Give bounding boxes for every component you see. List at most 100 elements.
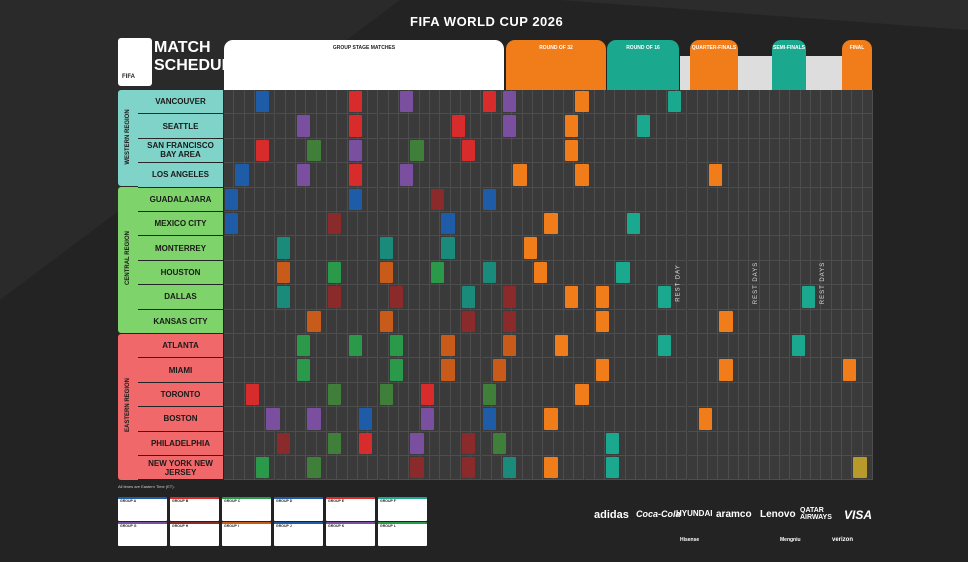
group-name: GROUP B: [172, 499, 189, 503]
group-name: GROUP I: [224, 524, 239, 528]
city-label: GUADALAJARA: [138, 187, 223, 211]
match-block: [616, 261, 630, 284]
schedule-cell: [337, 358, 348, 383]
group-legend: GROUP G: [118, 522, 167, 546]
schedule-cell: [409, 90, 420, 115]
schedule-cell: [821, 309, 832, 334]
schedule-cell: [244, 114, 255, 139]
schedule-cell: [842, 187, 853, 212]
schedule-cell: [769, 456, 781, 481]
schedule-cell: [790, 90, 801, 115]
schedule-cell: [790, 285, 801, 310]
schedule-cell: [265, 90, 276, 115]
schedule-cell: [399, 456, 410, 481]
schedule-cell: [790, 114, 801, 139]
schedule-cell: [584, 90, 595, 115]
schedule-cell: [357, 285, 369, 310]
schedule-cell: [430, 212, 441, 237]
schedule-cell: [615, 236, 626, 261]
schedule-cell: [780, 407, 791, 432]
schedule-cell: [553, 358, 564, 383]
schedule-cell: [625, 163, 636, 188]
schedule-cell: [409, 260, 420, 286]
schedule-cell: [316, 334, 327, 359]
match-block: [297, 164, 311, 186]
schedule-cell: [512, 90, 523, 115]
schedule-cell: [450, 138, 461, 164]
schedule-cell: [759, 456, 770, 481]
schedule-cell: [862, 163, 873, 188]
schedule-cell: [831, 309, 842, 334]
schedule-cell: [368, 407, 379, 432]
schedule-cell: [842, 90, 853, 115]
schedule-cell: [306, 382, 317, 408]
schedule-cell: [337, 212, 348, 237]
schedule-cell: [677, 382, 688, 408]
schedule-cell: [512, 309, 523, 334]
schedule-cell: [769, 382, 781, 408]
schedule-cell: [852, 187, 863, 212]
schedule-cell: [646, 285, 657, 310]
schedule-cell: [224, 358, 235, 383]
schedule-cell: [491, 138, 503, 164]
schedule-cell: [306, 334, 317, 359]
schedule-cell: [687, 90, 698, 115]
schedule-cell: [625, 138, 636, 164]
schedule-cell: [224, 138, 235, 164]
sponsor-lenovo: Lenovo: [760, 509, 796, 520]
schedule-cell: [605, 260, 616, 286]
schedule-cell: [337, 90, 348, 115]
city-label: TORONTO: [138, 382, 223, 407]
schedule-cell: [265, 456, 276, 481]
schedule-cell: [265, 187, 276, 212]
schedule-cell: [440, 90, 451, 115]
match-block: [441, 335, 455, 357]
sponsor-hyundai: HYUNDAI: [676, 509, 713, 518]
schedule-cell: [481, 114, 492, 139]
schedule-cell: [811, 382, 822, 408]
schedule-cell: [399, 334, 410, 359]
schedule-cell: [471, 334, 482, 359]
schedule-cell: [553, 285, 564, 310]
schedule-cell: [368, 236, 379, 261]
schedule-cell: [533, 163, 544, 188]
schedule-cell: [244, 163, 255, 188]
schedule-cell: [636, 163, 647, 188]
group-legend: GROUP J: [274, 522, 323, 546]
schedule-cell: [584, 212, 595, 237]
group-legend: GROUP I: [222, 522, 271, 546]
schedule-cell: [254, 114, 266, 139]
schedule-cell: [337, 456, 348, 481]
schedule-cell: [636, 382, 647, 408]
match-block: [575, 164, 589, 186]
schedule-cell: [512, 456, 523, 481]
schedule-cell: [430, 358, 441, 383]
schedule-cell: [347, 358, 358, 383]
schedule-cell: [471, 163, 482, 188]
schedule-cell: [584, 260, 595, 286]
schedule-cell: [327, 187, 338, 212]
schedule-cell: [605, 236, 616, 261]
schedule-cell: [450, 309, 461, 334]
region-western: WESTERN REGION: [118, 90, 138, 186]
match-block: [379, 237, 393, 259]
schedule-cell: [471, 309, 482, 334]
schedule-cell: [862, 407, 873, 432]
schedule-cell: [409, 187, 420, 212]
match-block: [667, 91, 682, 113]
schedule-cell: [327, 456, 338, 481]
schedule-cell: [800, 187, 812, 212]
schedule-cell: [224, 90, 235, 115]
schedule-cell: [862, 212, 873, 237]
schedule-cell: [666, 138, 678, 164]
schedule-cell: [378, 138, 389, 164]
schedule-cell: [296, 382, 307, 408]
schedule-cell: [306, 187, 317, 212]
schedule-cell: [677, 260, 688, 286]
schedule-cell: [718, 407, 729, 432]
schedule-cell: [337, 236, 348, 261]
schedule-cell: [450, 382, 461, 408]
schedule-cell: [522, 309, 533, 334]
schedule-cell: [553, 309, 564, 334]
schedule-cell: [306, 358, 317, 383]
